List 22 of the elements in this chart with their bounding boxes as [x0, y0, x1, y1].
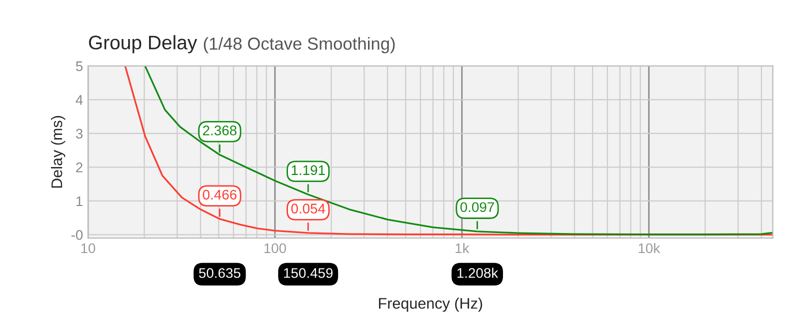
x-tick-label: 1k [456, 242, 470, 254]
data-label: 2.368 [203, 126, 236, 136]
data-label: 0.097 [460, 202, 494, 212]
x-axis-title: Frequency (Hz) [379, 298, 482, 312]
chart-title: Group Delay [88, 35, 198, 54]
y-axis-title: Delay (ms) [50, 116, 66, 188]
data-label: 0.466 [202, 190, 236, 200]
x-tick-label: 100 [264, 243, 286, 254]
text: 50.635 [199, 268, 240, 278]
data-label: 1.191 [292, 165, 325, 176]
text: 1.208k [457, 268, 498, 278]
x-tick-label: 10k [638, 242, 660, 254]
data-label: 0.054 [291, 204, 326, 214]
y-tick-label: 3 [76, 128, 83, 139]
x-tick-label: 10 [81, 243, 96, 254]
y-tick-label: 4 [76, 95, 83, 105]
y-tick-label: 2 [76, 162, 82, 172]
y-tick-label: 1 [76, 196, 82, 206]
text: 150.459 [284, 268, 333, 278]
y-tick-label: 5 [76, 61, 83, 72]
y-tick-label: -0 [71, 230, 83, 240]
chart-subtitle: (1/48 Octave Smoothing) [204, 37, 395, 54]
